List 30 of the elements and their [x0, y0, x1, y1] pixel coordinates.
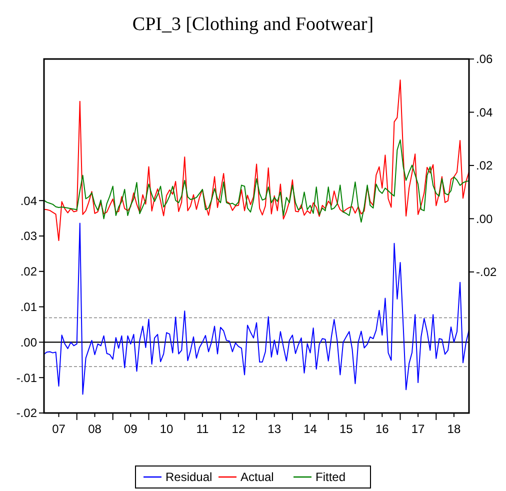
- x-tick-label: 15: [339, 422, 354, 436]
- y2-tick-label: .02: [476, 158, 494, 173]
- y2-tick-label: .04: [476, 105, 494, 120]
- x-tick-label: 17: [411, 422, 426, 436]
- y2-tick-label: .06: [476, 52, 494, 66]
- chart-title: CPI_3 [Clothing and Footwear]: [132, 14, 374, 35]
- y-tick-label: .02: [20, 264, 38, 279]
- x-tick-label: 11: [196, 422, 209, 436]
- y-tick-label: -.02: [16, 406, 38, 420]
- y-tick-label: -.01: [16, 370, 38, 385]
- x-tick-label: 18: [447, 422, 461, 436]
- x-tick-label: 09: [124, 422, 138, 436]
- x-tick-label: 12: [232, 422, 246, 436]
- y2-tick-label: .00: [476, 212, 494, 226]
- y-tick-label: .00: [20, 335, 38, 350]
- legend-label: Actual: [240, 470, 274, 484]
- y-tick-label: .04: [20, 194, 38, 208]
- x-tick-label: 08: [88, 422, 102, 436]
- x-tick-label: 13: [268, 422, 282, 436]
- x-tick-label: 14: [304, 422, 318, 436]
- legend-label: Residual: [166, 470, 212, 484]
- y-tick-label: .03: [20, 229, 38, 244]
- line-series: [44, 80, 470, 242]
- x-tick-label: 07: [52, 422, 66, 436]
- line-series: [44, 139, 470, 223]
- x-tick-label: 16: [375, 422, 390, 436]
- y2-tick-label: -.02: [476, 265, 498, 280]
- x-tick-label: 10: [160, 422, 174, 436]
- y-tick-label: .01: [20, 300, 38, 314]
- legend-label: Fitted: [316, 470, 346, 484]
